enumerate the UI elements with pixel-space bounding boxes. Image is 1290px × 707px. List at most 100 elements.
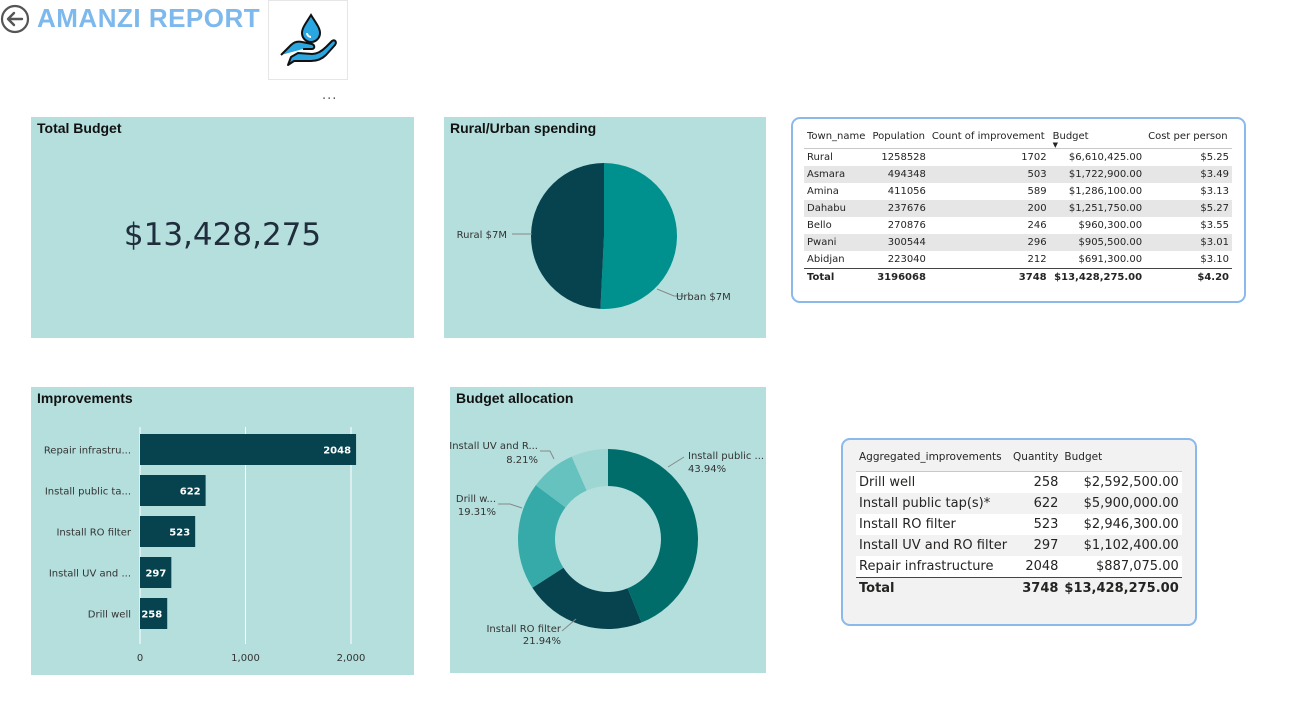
rural-urban-card[interactable]: Rural/Urban spending Urban $7M Rural $7M [444,117,766,338]
agg-table-cell: $5,900,000.00 [1061,493,1182,514]
donut-percent-label: 43.94% [688,464,726,475]
label-leader-0 [656,288,684,297]
town-table-row[interactable]: Pwani 300544 296 $905,500.00 $3.01 [804,234,1232,251]
town-table-cell: 503 [928,166,1050,183]
town-table-cell: $960,300.00 [1078,220,1143,231]
donut-slice-1[interactable] [532,567,642,629]
logo-tile[interactable] [268,0,348,80]
col-agg-budget[interactable]: Budget [1061,448,1182,472]
sort-desc-icon: ▼ [1052,141,1059,149]
agg-table-cell: 258 [1010,471,1062,493]
pie-data-label-0: Urban $7M [676,292,731,303]
agg-table-total-cell: $13,428,275.00 [1061,577,1182,599]
col-town-name[interactable]: Town_name [804,127,870,149]
category-label: Repair infrastru... [44,446,131,457]
donut-slice-0[interactable] [608,449,698,623]
town-table-row[interactable]: Asmara 494348 503 $1,722,900.00 $3.49 [804,166,1232,183]
donut-leader-0 [667,456,685,468]
agg-table-cell: $2,946,300.00 [1061,514,1182,535]
town-table-cell: $1,722,900.00 [1049,166,1146,183]
agg-table-cell: $887,075.00 [1061,556,1182,578]
town-table-row[interactable]: Abidjan 223040 212 $691,300.00 $3.10 [804,251,1232,269]
town-table-cell: Abidjan [807,254,845,265]
category-label: Install public ta... [45,487,131,498]
col-cost-per-person[interactable]: Cost per person [1145,127,1232,149]
rural-urban-pie-chart[interactable]: Urban $7M Rural $7M [444,117,766,338]
town-table[interactable]: Town_name Population Count of improvemen… [804,127,1232,286]
donut-category-label: Drill w... [456,494,496,505]
donut-category-label: Install RO filter [486,624,561,635]
bar-1[interactable] [140,475,206,506]
agg-table-cell: Drill well [856,471,1011,493]
total-budget-card[interactable]: Total Budget $13,428,275 [31,117,414,338]
town-table-container[interactable]: Town_name Population Count of improvemen… [791,117,1246,303]
town-table-cell: 1702 [1021,152,1047,163]
budget-allocation-donut-chart[interactable]: Install public ... 43.94% Install RO filte… [450,387,766,673]
agg-table-total-cell: Total [856,577,1011,599]
pie-slice-1[interactable] [531,163,604,309]
town-table-cell: $5.25 [1200,152,1229,163]
rural-urban-title: Rural/Urban spending [450,120,597,136]
bar-data-label: 523 [169,528,190,539]
improvements-card[interactable]: Improvements 0 1,000 2,000 Repair infrastru… [31,387,414,675]
col-quantity[interactable]: Quantity [1010,448,1062,472]
agg-table-row[interactable]: Drill well 258 $2,592,500.00 [856,471,1182,493]
town-table-cell: Dahabu [804,200,870,217]
donut-slice-3[interactable] [535,456,587,508]
town-table-cell: Bello [807,220,832,231]
bar-3[interactable] [140,557,172,588]
town-table-total-cell: 3748 [928,268,1050,286]
agg-table-row[interactable]: Repair infrastructure 2048 $887,075.00 [856,556,1182,578]
town-table-row[interactable]: Amina 411056 589 $1,286,100.00 $3.13 [804,183,1232,200]
town-table-row[interactable]: Dahabu 237676 200 $1,251,750.00 $5.27 [804,200,1232,217]
col-aggregated-improvements[interactable]: Aggregated_improvements [856,448,1011,472]
town-table-cell: 200 [928,200,1050,217]
donut-percent-label: 8.21% [506,455,538,466]
category-label: Drill well [88,610,131,621]
agg-table[interactable]: Aggregated_improvements Quantity Budget … [856,448,1182,599]
town-table-cell: 296 [928,234,1050,251]
town-table-total-row: Total 3196068 3748 $13,428,275.00 $4.20 [804,268,1232,286]
town-table-cell: 494348 [869,166,929,183]
agg-table-row[interactable]: Install UV and RO filter 297 $1,102,400.00 [856,535,1182,556]
col-budget[interactable]: Budget ▼ [1049,127,1146,149]
back-button[interactable] [0,4,30,34]
town-table-cell: Amina [807,186,839,197]
agg-table-total-row: Total 3748 $13,428,275.00 [856,577,1182,599]
town-table-cell: $1,251,750.00 [1049,200,1146,217]
pie-data-label-1: Rural $7M [457,230,507,241]
bar-2[interactable] [140,516,196,547]
agg-table-total-cell: 3748 [1010,577,1062,599]
agg-table-row[interactable]: Install RO filter 523 $2,946,300.00 [856,514,1182,535]
bar-0[interactable] [140,434,357,465]
bar-4[interactable] [140,598,168,629]
x-tick-label: 1,000 [231,653,260,664]
agg-table-cell: Install public tap(s)* [856,493,1011,514]
donut-leader-1 [561,618,577,632]
pie-slice-0[interactable] [600,163,678,309]
agg-table-cell: 297 [1010,535,1062,556]
col-population[interactable]: Population [869,127,929,149]
col-count-improvement[interactable]: Count of improvement [928,127,1050,149]
agg-table-row[interactable]: Install public tap(s)* 622 $5,900,000.00 [856,493,1182,514]
total-budget-title: Total Budget [37,120,122,136]
improvements-title: Improvements [37,390,133,406]
town-table-cell: 246 [1027,220,1047,231]
budget-allocation-card[interactable]: Budget allocation Install public ... 43.9… [450,387,766,673]
donut-slice-2[interactable] [518,485,566,588]
town-table-cell: $3.01 [1145,234,1232,251]
donut-category-label: Install public ... [688,451,764,462]
town-table-cell: Rural [807,152,833,163]
town-table-cell: 300544 [869,234,929,251]
town-table-total-cell: Total [804,268,870,286]
agg-table-container[interactable]: Aggregated_improvements Quantity Budget … [841,438,1197,626]
town-table-row[interactable]: Rural 1258528 1702 $6,610,425.00 $5.25 [804,149,1232,167]
donut-percent-label: 19.31% [458,507,496,518]
agg-table-cell: Repair infrastructure [856,556,1011,578]
town-table-cell: Asmara [804,166,870,183]
more-options-icon[interactable]: ... [322,88,338,103]
town-table-row[interactable]: Bello 270876 246 $960,300.00 $3.55 [804,217,1232,234]
town-table-cell: $5.27 [1145,200,1232,217]
improvements-bar-chart[interactable]: 0 1,000 2,000 Repair infrastru... 2048 Instal… [31,387,414,675]
donut-slice-4[interactable] [571,449,608,491]
